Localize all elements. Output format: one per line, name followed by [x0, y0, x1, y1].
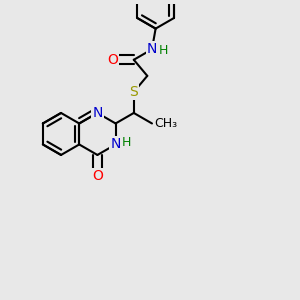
Text: H: H — [122, 136, 131, 149]
Text: H: H — [158, 44, 168, 57]
Text: N: N — [92, 106, 103, 120]
Text: S: S — [129, 85, 138, 99]
Text: O: O — [107, 53, 118, 67]
Text: N: N — [147, 42, 157, 56]
Text: CH₃: CH₃ — [154, 117, 177, 130]
Text: O: O — [92, 169, 103, 183]
Text: N: N — [110, 137, 121, 152]
